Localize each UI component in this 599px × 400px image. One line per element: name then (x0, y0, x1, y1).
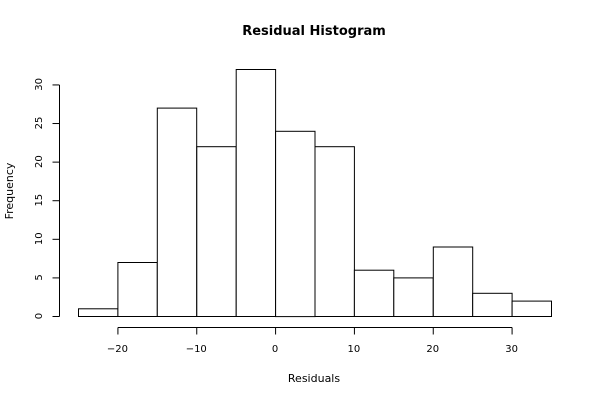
histogram-bar (432, 246, 474, 317)
x-axis: −20 −10 0 10 20 30 (107, 327, 518, 355)
histogram-bar (156, 107, 198, 317)
y-axis: 0 5 10 15 20 25 30 (34, 78, 60, 319)
histogram-bar (196, 146, 237, 317)
x-tick-label: 0 (272, 344, 278, 355)
histogram-bar (117, 262, 158, 317)
y-tick-label: 20 (34, 155, 45, 168)
x-tick-label: −20 (107, 344, 128, 355)
y-axis-label: Frequency (3, 162, 16, 219)
y-tick-label: 5 (34, 274, 45, 280)
histogram-bar (78, 308, 119, 317)
x-tick-label: −10 (186, 344, 207, 355)
x-axis-label: Residuals (288, 372, 340, 385)
y-tick-label: 25 (34, 117, 45, 130)
x-tick-label: 10 (348, 344, 361, 355)
histogram-bar (393, 277, 434, 317)
histogram-bar (275, 130, 316, 318)
x-tick-label: 30 (505, 344, 518, 355)
chart-title: Residual Histogram (242, 24, 386, 39)
histogram-bar (314, 146, 355, 317)
x-tick-label: 20 (426, 344, 439, 355)
histogram-bar (511, 300, 552, 318)
histogram-bar (353, 269, 395, 318)
bars-group (78, 69, 552, 318)
histogram-bar (235, 69, 277, 317)
y-tick-label: 0 (34, 313, 45, 319)
y-tick-label: 15 (34, 194, 45, 207)
histogram-bar (472, 292, 513, 317)
y-tick-label: 30 (34, 78, 45, 91)
y-tick-label: 10 (34, 232, 45, 245)
